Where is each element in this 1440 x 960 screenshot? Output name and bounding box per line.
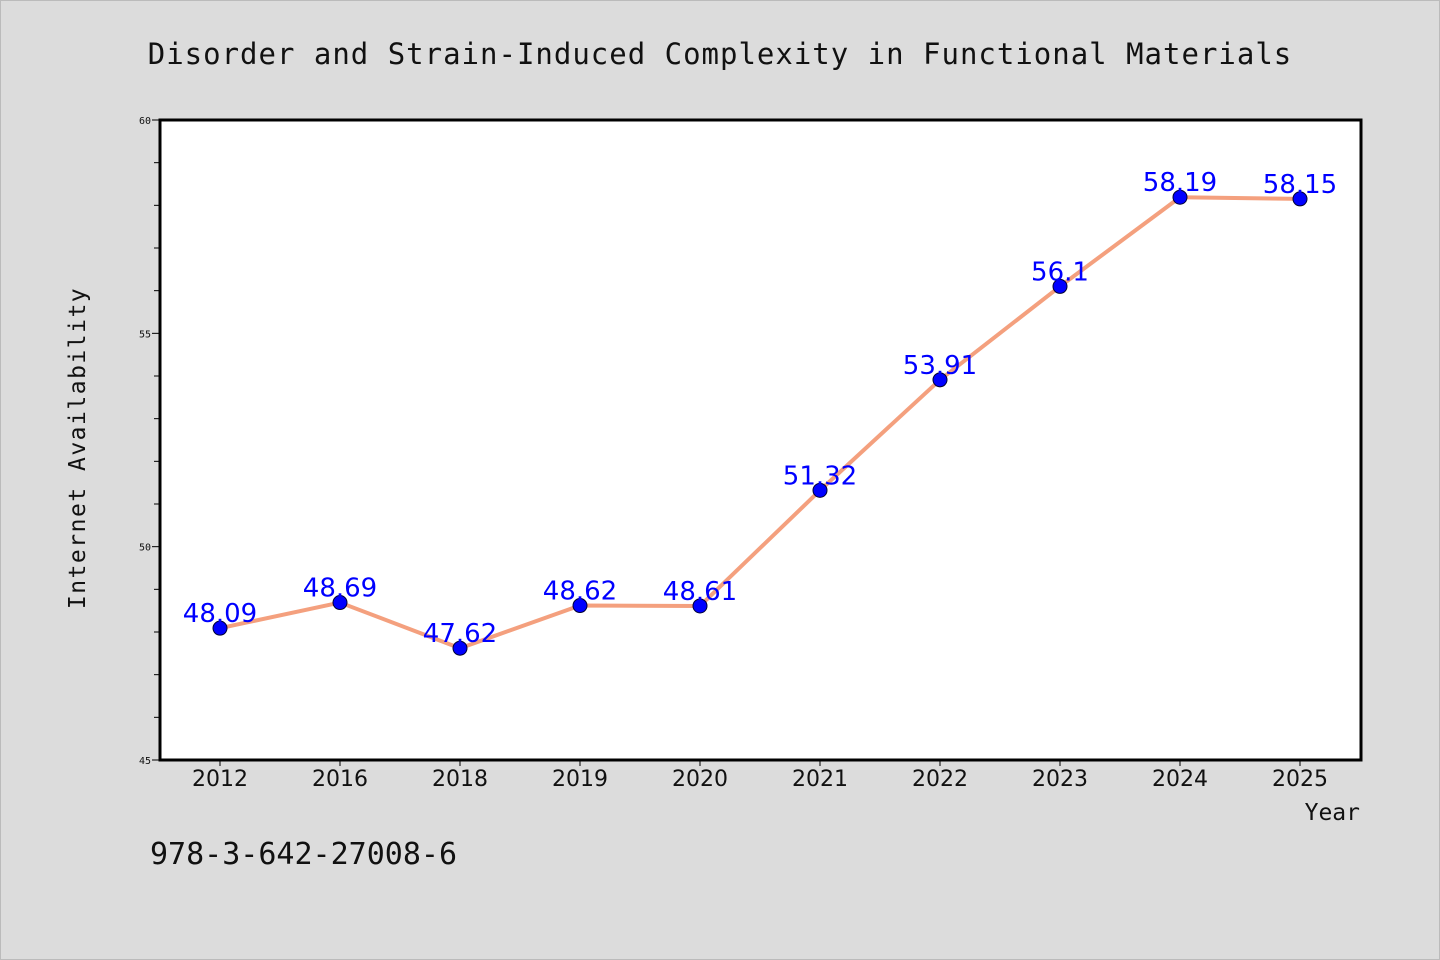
y-axis-label: Internet Availability [65,287,91,609]
data-label: 48.69 [303,574,377,604]
y-axis: 45 50 55 60 [139,116,160,767]
isbn-annotation: 978-3-642-27008-6 [150,837,457,872]
data-point [932,372,948,388]
data-point [212,620,228,636]
x-tick-label: 2025 [1272,767,1328,792]
data-label: 48.61 [663,577,737,607]
x-tick-label: 2023 [1032,767,1088,792]
y-tick-label: 45 [139,756,151,767]
data-label: 47.62 [423,619,497,649]
series-layer: 48.09 48.69 47.62 48.62 48.61 51.32 53.91 56.1 5… [183,168,1337,656]
x-tick-label: 2016 [312,767,368,792]
data-point [1292,191,1308,207]
y-tick-label: 60 [139,116,151,127]
data-point [1172,189,1188,205]
x-tick-label: 2022 [912,767,968,792]
x-tick-label: 2012 [192,767,248,792]
x-tick-label: 2018 [432,767,488,792]
chart-title: Disorder and Strain-Induced Complexity i… [148,37,1293,71]
plot-area [158,118,1363,762]
data-label: 53.91 [903,351,977,381]
x-tick-label: 2019 [552,767,608,792]
data-label: 48.62 [543,577,617,607]
y-tick-label: 50 [139,543,151,554]
x-axis-label: Year [1305,800,1360,826]
data-point [812,482,828,498]
x-tick-label: 2021 [792,767,848,792]
data-point [692,598,708,614]
y-tick-label: 55 [139,329,151,340]
x-tick-label: 2024 [1152,767,1208,792]
x-tick-label: 2020 [672,767,728,792]
series-line [218,195,1302,651]
data-label: 51.32 [783,461,857,491]
data-point [332,595,348,611]
x-axis: 2012 2016 2018 2019 2020 2021 2022 2023 2024 2025 [192,760,1328,792]
data-point [1052,278,1068,294]
data-point [452,640,468,656]
data-label: 58.15 [1263,170,1337,200]
data-label: 58.19 [1143,168,1217,198]
data-point [572,598,588,614]
data-label: 56.1 [1031,257,1089,287]
data-label: 48.09 [183,599,257,629]
